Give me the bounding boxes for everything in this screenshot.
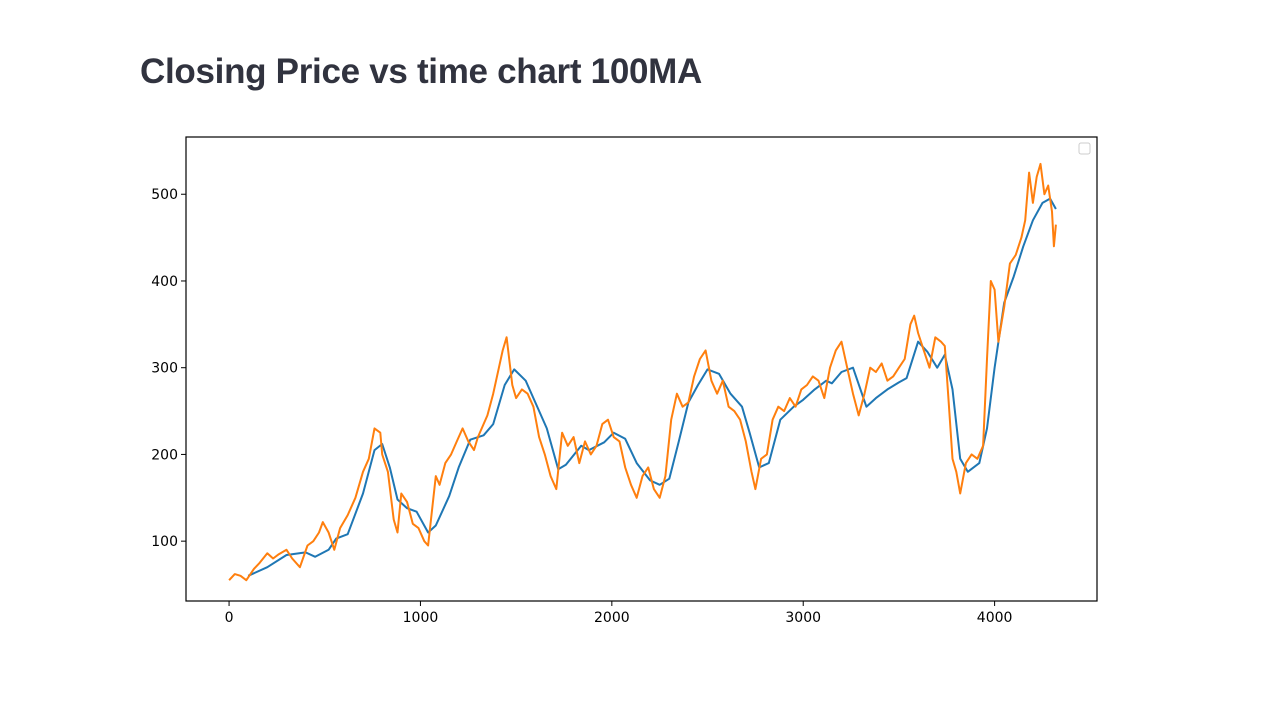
series-layer <box>228 162 1057 582</box>
series-line-close <box>228 162 1057 582</box>
x-tick-label: 1000 <box>403 610 439 626</box>
x-tick-label: 0 <box>225 610 234 626</box>
y-tick-label: 400 <box>151 274 178 290</box>
y-tick-label: 300 <box>151 361 178 377</box>
y-tick-label: 200 <box>151 447 178 463</box>
tick-layer: 0 1000 2000 3000 4000 100 200 300 400 500 <box>151 187 1012 626</box>
page-title: Closing Price vs time chart 100MA <box>140 52 702 91</box>
y-tick-label: 100 <box>151 534 178 550</box>
plot-frame <box>185 136 1098 602</box>
legend-box <box>1078 142 1091 155</box>
plot-background <box>186 137 1097 601</box>
x-tick-label: 3000 <box>785 610 821 626</box>
x-tick-label: 4000 <box>977 610 1013 626</box>
x-tick-label: 2000 <box>594 610 630 626</box>
y-tick-label: 500 <box>151 187 178 203</box>
